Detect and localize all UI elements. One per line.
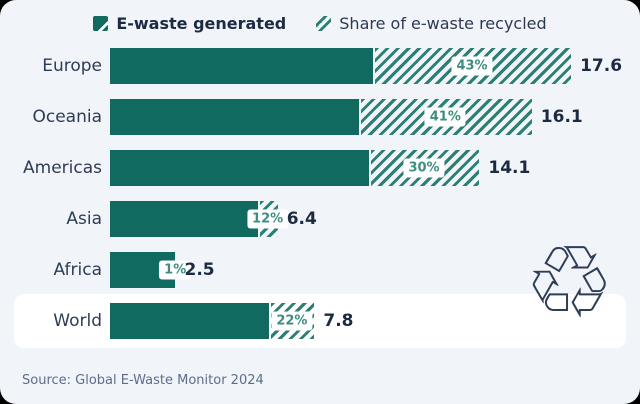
diagonal-hatch-icon [316, 15, 332, 31]
bar: 41% [110, 99, 532, 135]
legend-item-generated: E-waste generated [93, 14, 286, 33]
bar-generated-segment [110, 150, 369, 186]
recycled-pct-label: 1% [159, 260, 192, 280]
generated-value-label: 2.5 [184, 260, 215, 280]
bar-row: World 22% 7.8 [14, 294, 626, 348]
generated-value-label: 6.4 [286, 209, 317, 229]
solid-swatch-with-slash-icon [93, 15, 109, 31]
bar-generated-segment [110, 303, 270, 339]
bar-generated-segment [110, 201, 258, 237]
recycled-pct-label: 30% [403, 158, 445, 178]
bar: 43% [110, 48, 572, 84]
generated-value-label: 7.8 [323, 311, 354, 331]
bar: 12% [110, 201, 289, 237]
row-label: Europe [42, 56, 102, 76]
bar: 1% [110, 252, 192, 288]
legend-item-recycled: Share of e-waste recycled [316, 13, 547, 33]
source-caption: Source: Global E-Waste Monitor 2024 [22, 373, 264, 388]
recycled-pct-label: 22% [271, 311, 313, 331]
legend: E-waste generated Share of e-waste recyc… [0, 0, 640, 35]
generated-value-label: 17.6 [580, 56, 623, 76]
bar-row: Africa 1% 2.5 [14, 252, 626, 288]
generated-value-label: 14.1 [488, 158, 531, 178]
row-label: Americas [23, 158, 102, 178]
bar-row: Europe 43% 17.6 [14, 48, 626, 84]
recycled-pct-label: 43% [451, 56, 493, 76]
row-label: Oceania [32, 107, 102, 127]
recycled-pct-label: 41% [424, 107, 466, 127]
row-label: Africa [53, 260, 103, 280]
bar-generated-segment [110, 48, 373, 84]
bar-generated-segment [110, 99, 359, 135]
row-label: Asia [66, 209, 102, 229]
generated-value-label: 16.1 [540, 107, 583, 127]
legend-label-generated: E-waste generated [116, 13, 287, 33]
bar: 22% [110, 303, 315, 339]
chart-rows: Europe 43% 17.6 Oceania 41% 16.1 Americas 30% 14… [14, 48, 626, 348]
recycling-symbol-icon: ♲ [524, 224, 614, 341]
bar-row: Asia 12% 6.4 [14, 201, 626, 237]
bar: 30% [110, 150, 480, 186]
bar-row: Oceania 41% 16.1 [14, 99, 626, 135]
bar-row: Americas 30% 14.1 [14, 150, 626, 186]
row-label: World [53, 311, 102, 331]
legend-label-recycled: Share of e-waste recycled [339, 13, 547, 33]
recycled-pct-label: 12% [247, 209, 289, 229]
